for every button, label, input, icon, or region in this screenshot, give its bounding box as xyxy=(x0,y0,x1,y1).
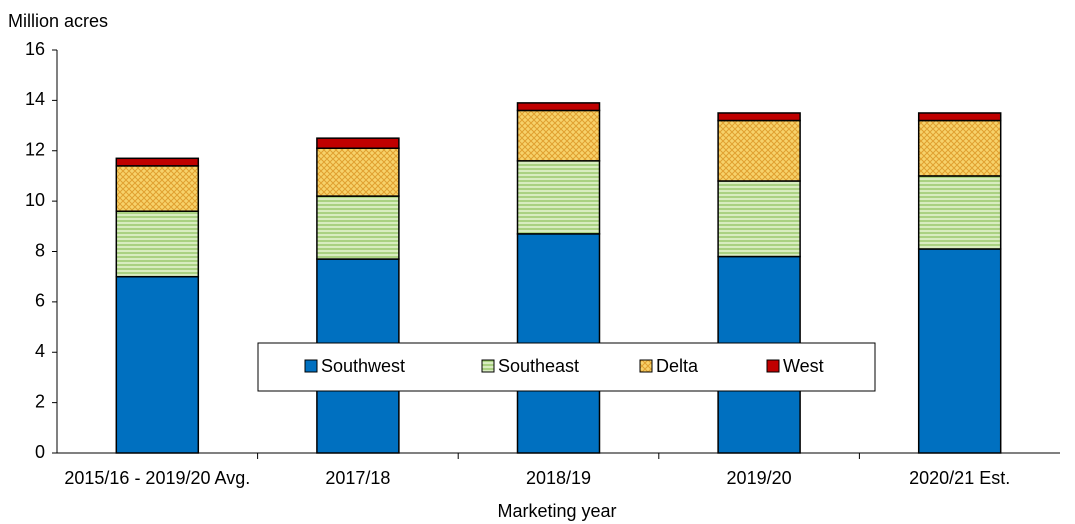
y-tick-label: 12 xyxy=(25,140,45,160)
bar-segment xyxy=(115,165,200,212)
y-tick-label: 10 xyxy=(25,190,45,210)
y-axis-title: Million acres xyxy=(8,11,108,31)
bar-segment xyxy=(115,210,200,278)
bar-segment xyxy=(516,160,601,235)
y-tick-label: 2 xyxy=(35,391,45,411)
bar-segment xyxy=(516,109,601,162)
bar-segment xyxy=(717,180,801,258)
y-tick-label: 14 xyxy=(25,89,45,109)
x-tick-label: 2020/21 Est. xyxy=(909,468,1011,488)
bar-segment xyxy=(717,119,801,182)
legend-label: Southwest xyxy=(321,356,405,376)
bar-segment xyxy=(115,275,200,454)
bar-segment xyxy=(917,175,1002,250)
bar-segment xyxy=(316,147,400,197)
x-tick-label: 2017/18 xyxy=(325,468,391,488)
y-tick-label: 6 xyxy=(35,291,45,311)
bar-segment xyxy=(316,195,400,260)
legend-swatch xyxy=(304,359,318,373)
legend-swatch xyxy=(766,359,780,373)
y-tick-label: 8 xyxy=(35,240,45,260)
y-tick-label: 0 xyxy=(35,442,45,462)
legend-swatch xyxy=(639,359,653,373)
legend-label: Southeast xyxy=(498,356,579,376)
bar-segment xyxy=(115,157,200,167)
x-tick-label: 2015/16 - 2019/20 Avg. xyxy=(64,468,251,488)
legend-swatch xyxy=(481,359,495,373)
y-tick-label: 4 xyxy=(35,341,45,361)
bar-segment xyxy=(917,119,1002,177)
bar-segment xyxy=(917,112,1002,122)
legend-label: West xyxy=(783,356,824,376)
bar-segment xyxy=(516,102,601,112)
legend-label: Delta xyxy=(656,356,699,376)
x-tick-label: 2018/19 xyxy=(525,468,592,488)
bar-segment xyxy=(316,137,400,149)
bar-segment xyxy=(917,248,1002,454)
legend: Southwest Southeast Delta West xyxy=(257,342,876,392)
y-tick-label: 16 xyxy=(25,39,45,59)
x-axis-title: Marketing year xyxy=(497,501,616,521)
x-tick-label: 2019/20 xyxy=(726,468,792,488)
bar-segment xyxy=(717,112,801,122)
